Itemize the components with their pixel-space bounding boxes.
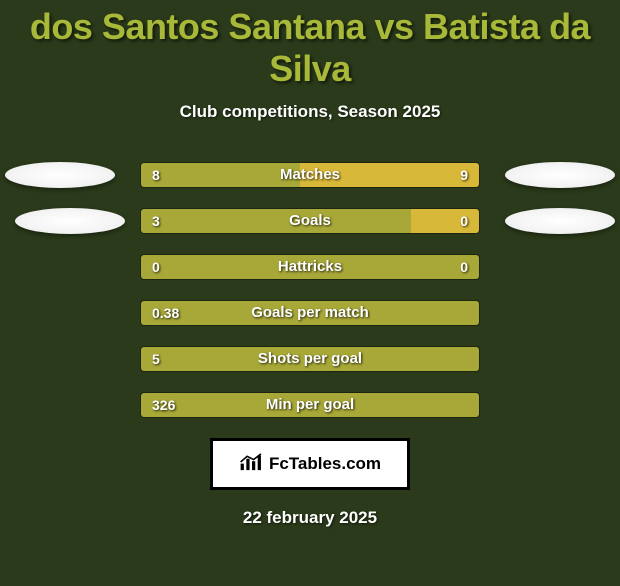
stat-row: 0Hattricks0 <box>140 254 480 280</box>
stat-row: 0.38Goals per match <box>140 300 480 326</box>
stat-row: 8Matches9 <box>140 162 480 188</box>
player1-photo-1 <box>5 162 115 188</box>
brand-text: FcTables.com <box>269 454 381 474</box>
stat-bar-track <box>140 254 480 280</box>
stat-bar-p1 <box>141 347 479 371</box>
footer-date: 22 february 2025 <box>0 508 620 528</box>
stat-bar-track <box>140 346 480 372</box>
stat-row: 326Min per goal <box>140 392 480 418</box>
stat-bar-p1 <box>141 255 479 279</box>
brand-chart-icon <box>239 452 265 477</box>
stat-bar-p2 <box>411 209 479 233</box>
stat-bar-p1 <box>141 163 300 187</box>
stat-bar-p1 <box>141 393 479 417</box>
stat-row: 5Shots per goal <box>140 346 480 372</box>
stat-bar-track <box>140 392 480 418</box>
stats-container: 8Matches9 3Goals0 0Hattricks0 0.38Goals per… <box>0 162 620 418</box>
stat-bar-p2 <box>300 163 479 187</box>
stat-bar-p1 <box>141 301 479 325</box>
stat-bar-p1 <box>141 209 411 233</box>
player2-photo-1 <box>505 162 615 188</box>
player2-photo-2 <box>505 208 615 234</box>
stat-bar-track <box>140 300 480 326</box>
page-subtitle: Club competitions, Season 2025 <box>0 102 620 122</box>
brand-badge[interactable]: FcTables.com <box>210 438 410 490</box>
stat-bar-track <box>140 162 480 188</box>
page-title: dos Santos Santana vs Batista da Silva <box>0 6 620 90</box>
stat-row: 3Goals0 <box>140 208 480 234</box>
player1-photo-2 <box>15 208 125 234</box>
stat-bar-track <box>140 208 480 234</box>
